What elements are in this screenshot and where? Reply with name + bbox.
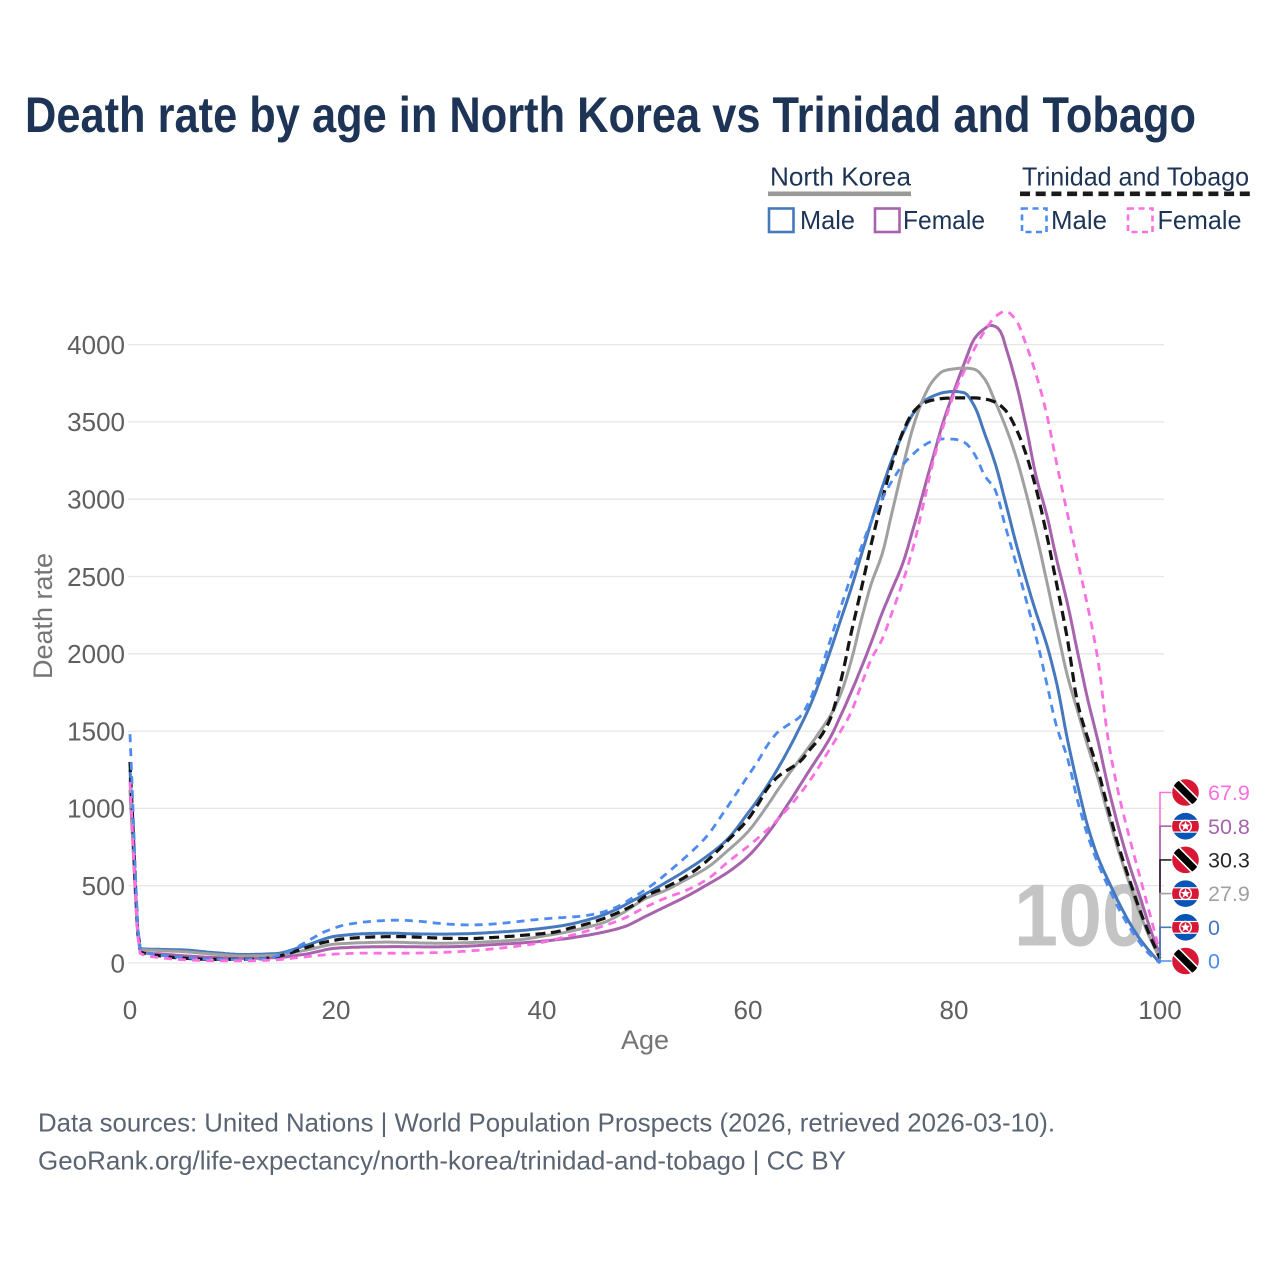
svg-text:Age: Age <box>621 1025 669 1055</box>
svg-text:80: 80 <box>940 995 969 1025</box>
svg-text:1500: 1500 <box>67 716 125 746</box>
svg-text:50.8: 50.8 <box>1208 815 1250 839</box>
svg-text:60: 60 <box>734 995 763 1025</box>
svg-text:3500: 3500 <box>67 407 125 437</box>
svg-text:3000: 3000 <box>67 485 125 515</box>
svg-text:0: 0 <box>1208 950 1220 974</box>
svg-text:30.3: 30.3 <box>1208 849 1250 873</box>
svg-text:2000: 2000 <box>67 639 125 669</box>
svg-text:Female: Female <box>903 205 985 235</box>
svg-text:Female: Female <box>1158 205 1242 235</box>
svg-text:Death rate by age in North Kor: Death rate by age in North Korea vs Trin… <box>25 87 1196 143</box>
svg-text:North Korea: North Korea <box>770 162 912 192</box>
svg-text:100: 100 <box>1138 995 1181 1025</box>
svg-text:67.9: 67.9 <box>1208 781 1250 805</box>
svg-text:Death rate: Death rate <box>28 553 58 679</box>
svg-text:1000: 1000 <box>67 794 125 824</box>
svg-text:0: 0 <box>111 948 125 978</box>
svg-text:Data sources: United Nations |: Data sources: United Nations | World Pop… <box>38 1108 1055 1138</box>
svg-text:20: 20 <box>322 995 351 1025</box>
svg-text:Trinidad and Tobago: Trinidad and Tobago <box>1022 162 1249 192</box>
svg-text:0: 0 <box>1208 916 1220 940</box>
svg-text:500: 500 <box>82 871 125 901</box>
svg-text:4000: 4000 <box>67 330 125 360</box>
svg-text:GeoRank.org/life-expectancy/no: GeoRank.org/life-expectancy/north-korea/… <box>38 1146 846 1176</box>
svg-text:27.9: 27.9 <box>1208 882 1250 906</box>
svg-text:Male: Male <box>800 205 855 235</box>
svg-text:Male: Male <box>1051 205 1107 235</box>
svg-text:0: 0 <box>123 995 137 1025</box>
svg-text:40: 40 <box>528 995 557 1025</box>
svg-text:2500: 2500 <box>67 562 125 592</box>
